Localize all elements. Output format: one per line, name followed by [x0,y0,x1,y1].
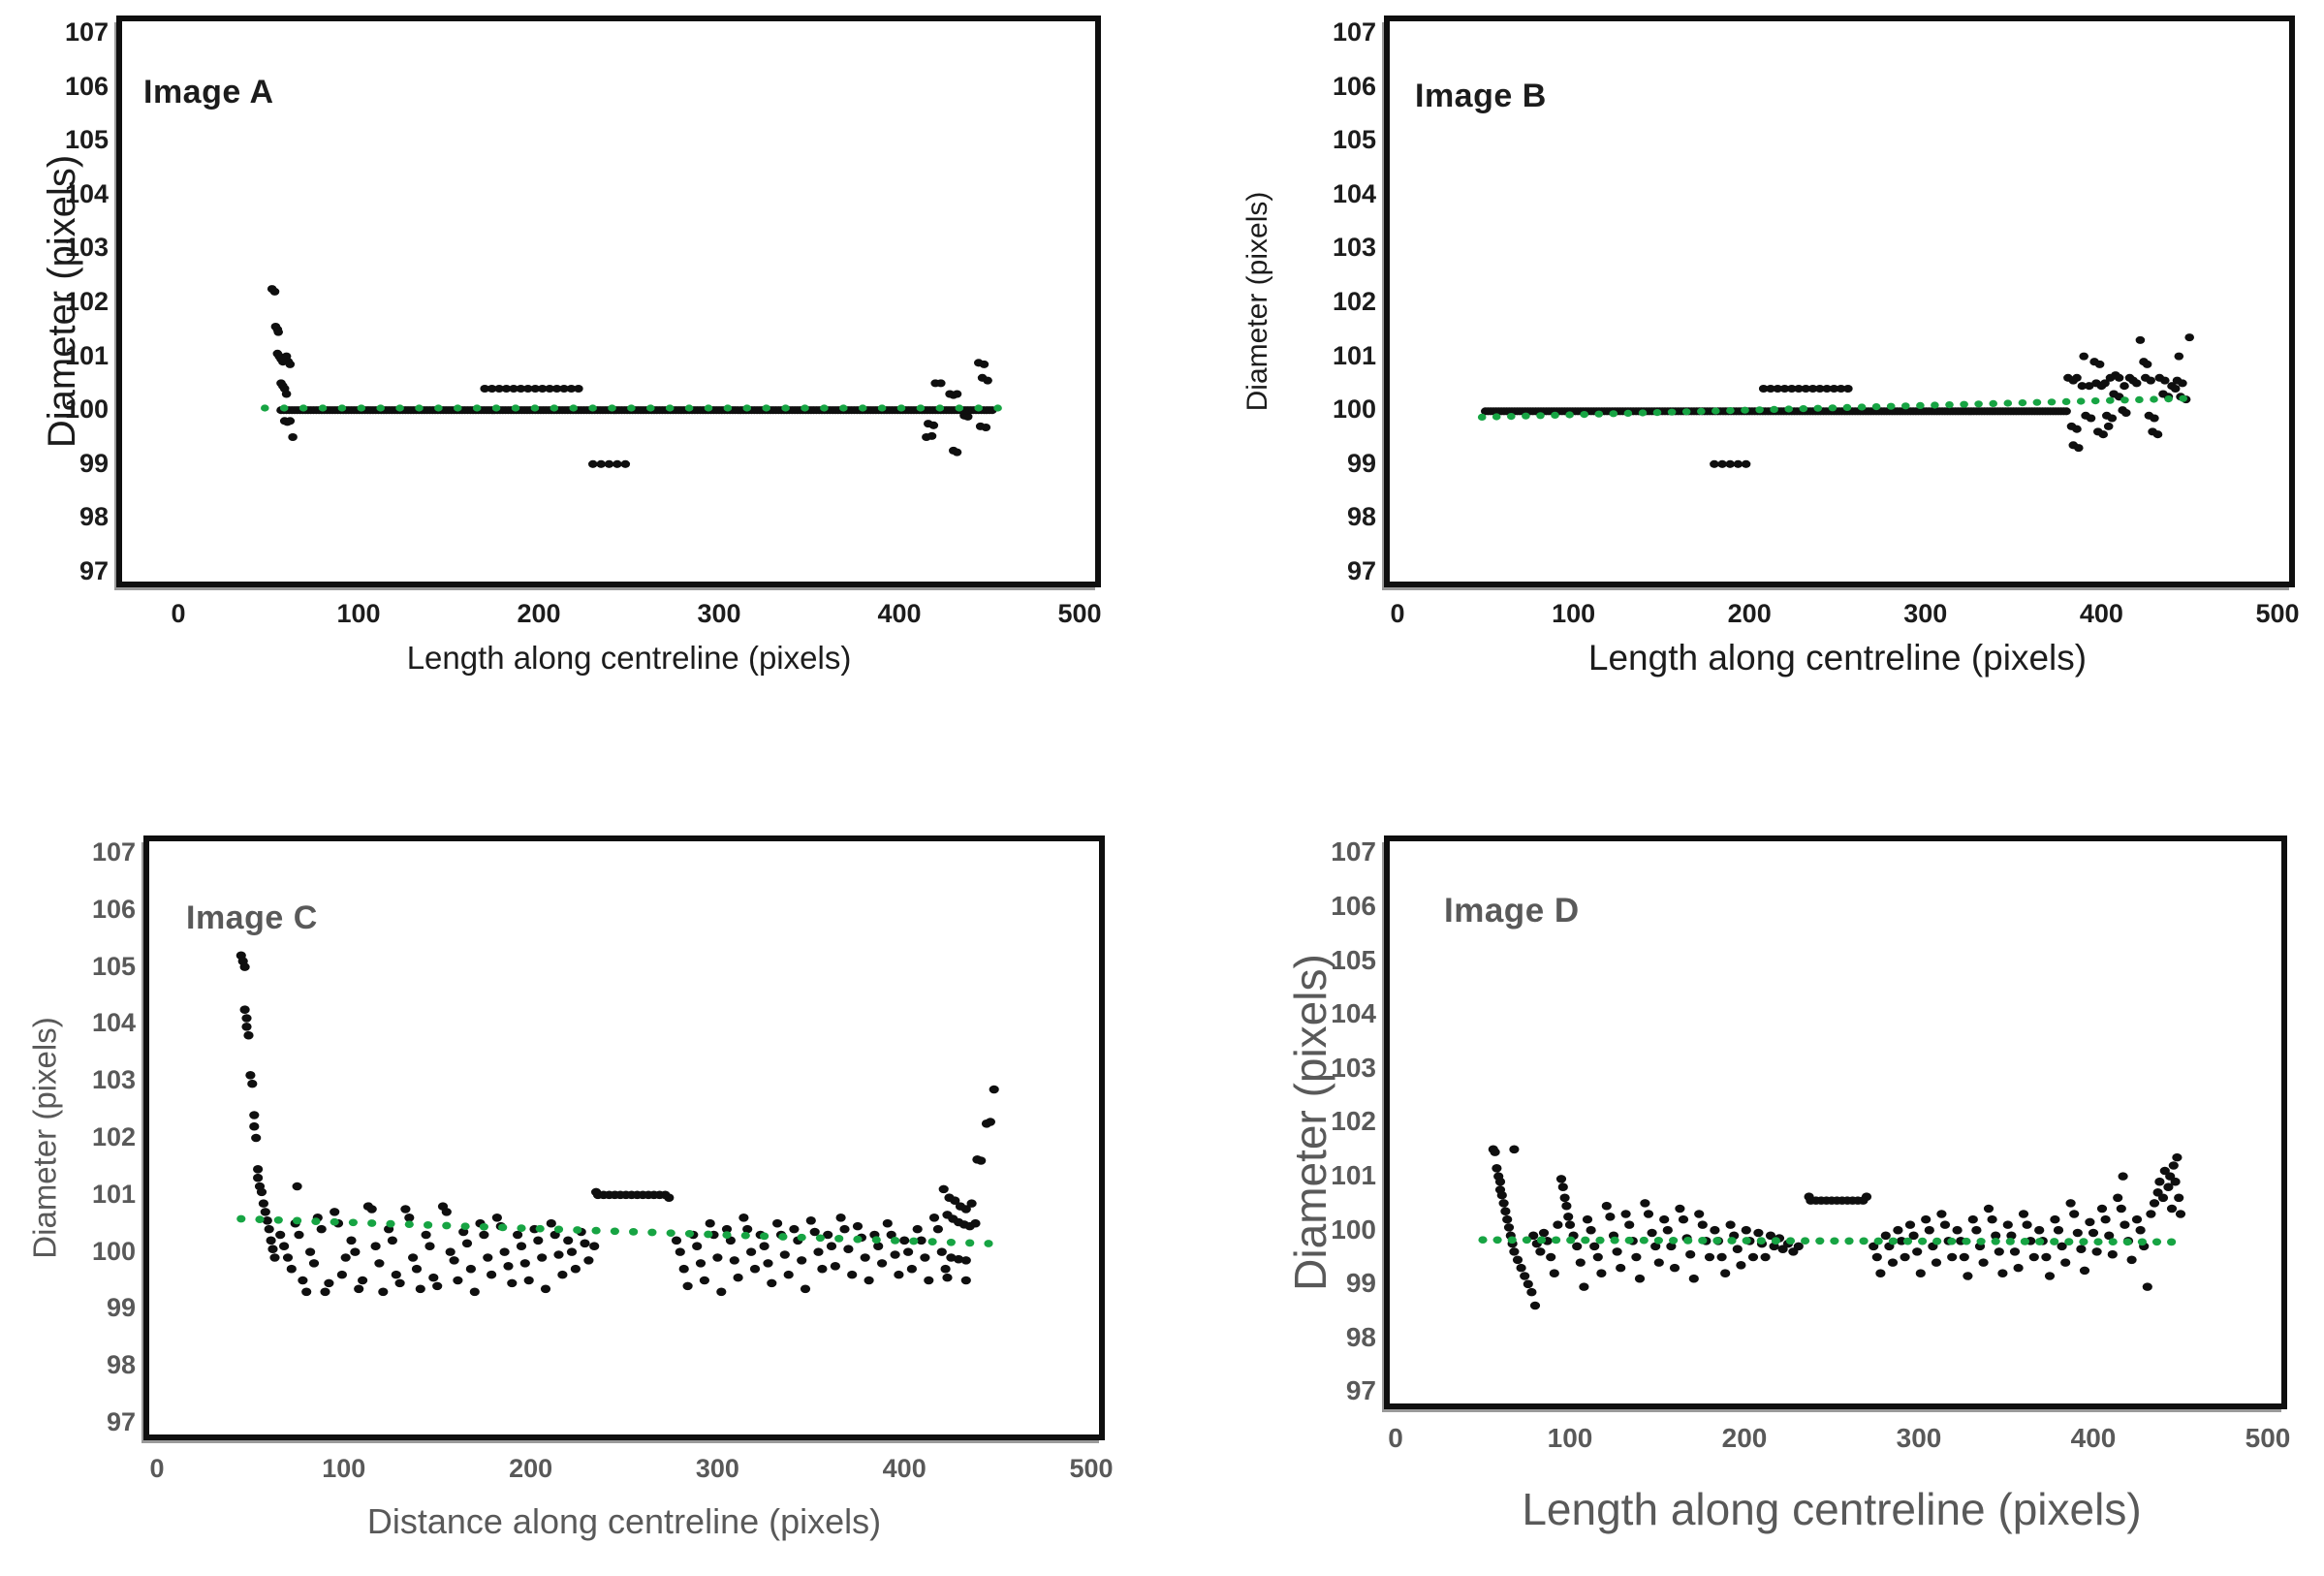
y-tick-label: 101 [1331,1160,1376,1191]
y-tick-label: 103 [1332,233,1376,263]
x-tick-label: 500 [1069,1454,1114,1483]
x-tick-label: 100 [1547,1423,1593,1453]
y-tick-label: 105 [64,125,109,155]
x-tick-label: 200 [1727,599,1772,628]
y-tick-label: 100 [1332,394,1376,425]
scatter-canvas [1478,1145,2186,1310]
y-tick-label: 106 [1331,891,1376,922]
y-tick-label: 104 [1332,178,1376,208]
x-axis-title: Length along centreline (pixels) [406,640,852,676]
y-axis-title: Diameter (pixels) [26,1017,63,1259]
y-tick-label: 99 [106,1293,136,1323]
y-tick-label: 106 [91,894,136,924]
y-tick-label: 99 [1345,1268,1376,1299]
x-tick-label: 300 [1896,1423,1942,1453]
y-tick-label: 101 [64,340,109,370]
y-tick-label: 100 [1331,1214,1376,1245]
y-tick-label: 102 [91,1121,136,1151]
x-tick-label: 500 [2245,1423,2291,1453]
y-tick-label: 103 [91,1065,136,1095]
x-tick-label: 100 [322,1454,366,1483]
chart-title: Image A [143,74,274,110]
plot-area: Image B [1384,16,2295,587]
x-tick-label: 0 [1388,1423,1403,1453]
x-axis-title: Distance along centreline (pixels) [366,1501,882,1541]
x-tick-label: 0 [171,599,186,628]
x-tick-label: 0 [1390,599,1405,628]
y-tick-label: 102 [1332,286,1376,316]
x-tick-label: 200 [1721,1423,1768,1453]
x-tick-label: 100 [336,599,381,628]
measured-diameter-series [236,951,999,1297]
x-tick-label: 200 [517,599,561,628]
y-tick-label: 101 [1332,340,1376,370]
scatter-canvas [261,285,1002,468]
x-tick-label: 400 [877,599,922,628]
reference-fit-series [1477,394,2187,422]
y-tick-label: 104 [91,1008,136,1038]
y-tick-label: 103 [64,233,109,263]
y-tick-label: 98 [1346,502,1376,532]
measured-diameter-series [1481,333,2194,468]
y-tick-label: 102 [1331,1106,1376,1137]
y-tick-label: 106 [1332,71,1376,101]
measured-diameter-series [267,285,997,468]
y-tick-label: 99 [1346,448,1376,478]
y-tick-label: 106 [64,71,109,101]
y-tick-label: 98 [79,502,109,532]
plot-area: Image A [116,16,1101,587]
y-tick-label: 103 [1331,1052,1376,1083]
reference-fit-series [261,404,1002,412]
chart-title: Image D [1444,892,1580,930]
reference-fit-series [236,1214,993,1247]
x-tick-label: 100 [1552,599,1596,628]
x-tick-label: 400 [2079,599,2123,628]
y-tick-label: 107 [64,16,109,47]
y-tick-label: 101 [91,1179,136,1209]
y-tick-label: 104 [1331,998,1376,1029]
y-tick-label: 100 [91,1236,136,1266]
y-tick-label: 98 [106,1350,136,1380]
x-tick-label: 400 [2070,1423,2117,1453]
y-axis-title: Diameter (pixels) [1241,191,1273,412]
chart-title: Image B [1415,78,1547,114]
y-tick-label: 97 [1346,555,1376,585]
plot-area: Image C [143,835,1105,1440]
x-tick-label: 500 [2255,599,2300,628]
y-tick-label: 107 [1331,836,1376,867]
y-tick-label: 105 [91,951,136,981]
y-tick-label: 107 [1332,16,1376,47]
scatter-canvas [1477,333,2194,468]
y-tick-label: 97 [1345,1375,1376,1406]
y-tick-label: 99 [79,448,109,478]
x-tick-label: 300 [697,599,741,628]
plot-area: Image D [1384,835,2287,1409]
x-axis-title: Length along centreline (pixels) [1587,638,2088,678]
y-tick-label: 98 [1345,1321,1376,1352]
x-tick-label: 0 [149,1454,165,1483]
y-tick-label: 105 [1332,125,1376,155]
x-tick-label: 300 [1903,599,1948,628]
y-tick-label: 97 [79,555,109,585]
y-tick-label: 104 [64,178,109,208]
measured-diameter-series [1488,1145,2186,1310]
chart-title: Image C [186,899,318,936]
x-axis-title: Length along centreline (pixels) [1522,1484,2142,1534]
y-tick-label: 100 [64,394,109,425]
x-tick-label: 400 [882,1454,926,1483]
x-tick-label: 200 [509,1454,553,1483]
scatter-canvas [236,951,999,1297]
y-tick-label: 107 [91,836,136,867]
reference-fit-series [1478,1236,2177,1246]
y-tick-label: 102 [64,286,109,316]
x-tick-label: 500 [1057,599,1102,628]
y-tick-label: 97 [106,1406,136,1436]
y-tick-label: 105 [1331,944,1376,975]
x-tick-label: 300 [695,1454,739,1483]
